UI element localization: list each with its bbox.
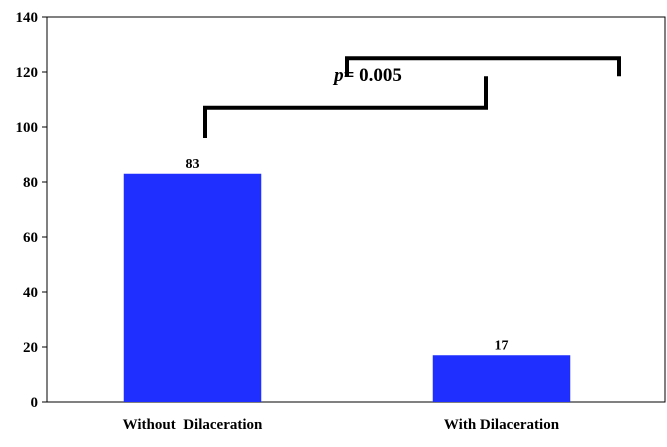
y-tick-label: 0 bbox=[31, 395, 39, 411]
bar-series: 83 17 bbox=[123, 157, 571, 402]
x-axis: Without Dilaceration With Dilaceration bbox=[123, 417, 560, 433]
bar bbox=[432, 355, 571, 402]
p-value-symbol: p bbox=[332, 65, 344, 86]
y-tick-label: 20 bbox=[23, 340, 38, 356]
significance-annotation: p= 0.005 bbox=[203, 56, 621, 138]
p-value-number: = 0.005 bbox=[344, 65, 402, 86]
y-tick-label: 100 bbox=[16, 120, 39, 136]
bar-data-label: 83 bbox=[186, 157, 200, 172]
y-tick-label: 140 bbox=[16, 10, 39, 26]
x-category-label: Without Dilaceration bbox=[123, 417, 263, 433]
bar bbox=[123, 173, 262, 402]
plot-area bbox=[46, 16, 666, 403]
x-category-label: With Dilaceration bbox=[444, 417, 560, 433]
significance-bracket-lower bbox=[345, 56, 621, 77]
significance-bracket-upper bbox=[203, 76, 488, 138]
y-tick-label: 120 bbox=[16, 65, 39, 81]
bar-data-label: 17 bbox=[495, 338, 509, 353]
p-value-label: p= 0.005 bbox=[332, 65, 402, 86]
y-tick-label: 80 bbox=[23, 175, 38, 191]
y-tick-label: 60 bbox=[23, 230, 38, 246]
plot-border bbox=[46, 16, 666, 403]
y-axis: 0 20 40 60 80 100 120 140 bbox=[16, 10, 47, 411]
y-tick-label: 40 bbox=[23, 285, 38, 301]
